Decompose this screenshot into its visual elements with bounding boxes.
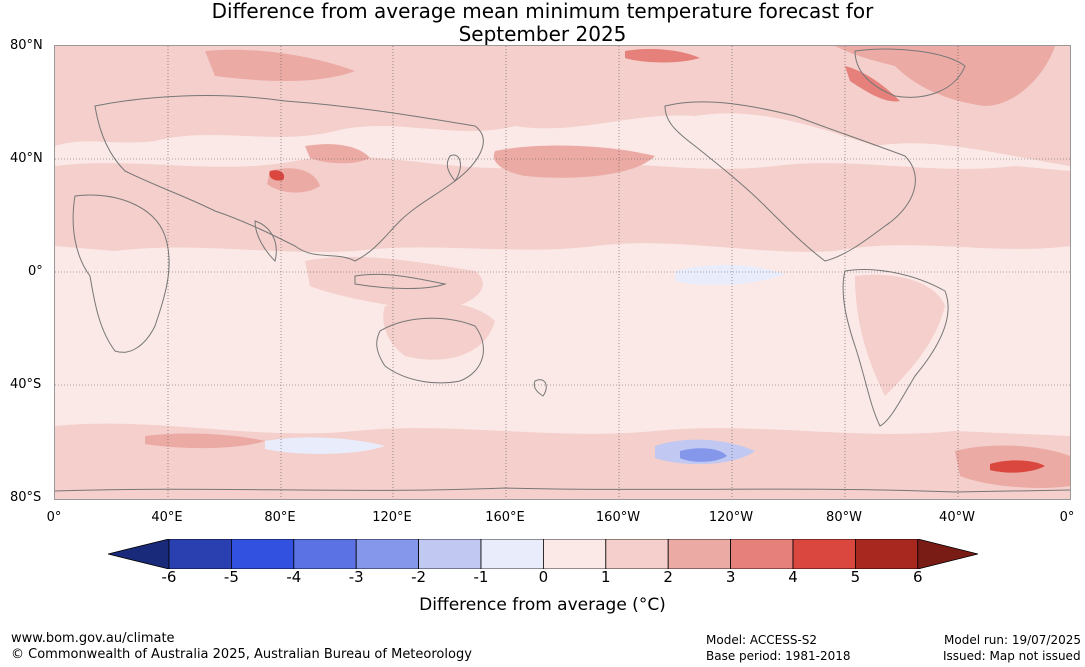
legend-title: Difference from average (°C): [0, 595, 1085, 615]
lon-label-80e: 80°E: [264, 510, 296, 525]
lat-label-0: 0°: [28, 264, 43, 279]
colour-bar-cell: [355, 539, 419, 569]
colour-bar-tick-label: 2: [663, 568, 673, 586]
colour-bar-tick-label: -5: [223, 568, 239, 586]
anomaly-region-s-atlantic-hot: [990, 460, 1045, 473]
colour-bar-cell: [418, 539, 482, 569]
colour-bar-cell: [855, 539, 919, 569]
coastline-greenland: [854, 48, 966, 98]
colour-bar-cell: [542, 539, 607, 569]
colour-bar-tick-label: 6: [913, 568, 923, 586]
colour-bar-cell: [730, 539, 794, 569]
anomaly-region-south-america: [855, 274, 945, 396]
colour-bar-cell: [168, 539, 232, 569]
colour-bar-tick-label: 1: [601, 568, 611, 586]
coastline-antarctica: [55, 487, 1070, 493]
lon-label-40w: 40°W: [939, 510, 975, 525]
lon-label-0-right: 0°: [1059, 510, 1075, 525]
colour-bar-tick-label: 4: [788, 568, 798, 586]
footer-website[interactable]: www.bom.gov.au/climate: [11, 631, 175, 646]
colour-bar: [108, 539, 978, 569]
title-line-1: Difference from average mean minimum tem…: [211, 0, 874, 23]
colour-bar-cell: [480, 539, 544, 569]
footer-copyright: © Commonwealth of Australia 2025, Austra…: [11, 647, 472, 662]
lon-label-160w: 160°W: [595, 510, 641, 525]
colour-bar-cell: [605, 539, 669, 569]
coastline-india: [254, 220, 277, 262]
colour-bar-tick-label: -3: [348, 568, 364, 586]
legend-title-text: Difference from average (: [419, 595, 639, 615]
title-line-2: September 2025: [458, 22, 627, 46]
lon-label-40e: 40°E: [151, 510, 183, 525]
anomaly-region-central-asia-hot: [269, 170, 285, 181]
lon-label-120w: 120°W: [708, 510, 754, 525]
colour-bar-cell: [792, 539, 856, 569]
anomaly-region-china: [305, 144, 370, 164]
lon-label-80w: 80°W: [826, 510, 862, 525]
anomaly-region-cool-east-pacific: [675, 264, 785, 286]
colour-bar-tick-label: -6: [161, 568, 177, 586]
footer-issued: Issued: Map not issued: [943, 649, 1081, 663]
lon-label-160e: 160°E: [485, 510, 525, 525]
gridlines: [55, 46, 1070, 499]
anomaly-region-greenland: [835, 46, 1055, 106]
lat-label-40s: 40°S: [10, 377, 42, 392]
colour-bar-tick-label: 0: [538, 568, 549, 586]
colour-bar-cell: [667, 539, 732, 569]
coastline-africa: [72, 194, 170, 353]
lon-label-0-left: 0°: [46, 510, 62, 525]
coastline-eurasia: [94, 95, 484, 262]
colour-bar-tick-label: -4: [286, 568, 302, 586]
legend-title-unit: °C): [638, 595, 666, 615]
lat-label-80s: 80°S: [10, 490, 42, 505]
coastline-japan: [446, 154, 461, 182]
anomaly-map-svg: [55, 46, 1070, 499]
colour-bar-tick-label: 3: [725, 568, 736, 586]
colour-bar-tick-label: 5: [850, 568, 861, 586]
lat-label-40n: 40°N: [10, 151, 43, 166]
coastline-north-america: [664, 101, 916, 262]
anomaly-region-tropics: [305, 256, 483, 311]
colour-bar-cell: [231, 539, 295, 569]
colour-bar-tick-label: -1: [473, 568, 489, 586]
lon-label-120e: 120°E: [372, 510, 412, 525]
anomaly-region-australia: [383, 301, 495, 360]
footer-model: Model: ACCESS-S2: [706, 633, 818, 647]
colour-bar-tick-label: -2: [411, 568, 427, 586]
lat-label-80n: 80°N: [10, 38, 43, 53]
coastline-australia: [376, 317, 484, 384]
anomaly-region-s-indian-cool: [265, 437, 385, 454]
anomaly-region-n-pacific: [493, 145, 655, 178]
forecast-map[interactable]: [54, 45, 1071, 500]
coastline-indonesia: [354, 273, 447, 289]
anomaly-region-s-indian-warm: [145, 433, 265, 449]
colour-bar-extend-low: [108, 539, 170, 569]
map-title: Difference from average mean minimum tem…: [0, 0, 1085, 46]
colour-bar-cell: [293, 539, 357, 569]
coastlines: [55, 48, 1070, 493]
anomaly-region-siberia-strong: [625, 48, 700, 63]
coastline-south-america: [842, 269, 949, 427]
anomaly-region-s-pacific-cold: [680, 448, 727, 462]
anomaly-region-arctic-strong: [205, 49, 355, 81]
colour-bar-extend-high: [917, 539, 978, 569]
footer-base-period: Base period: 1981-2018: [706, 649, 851, 663]
coastline-new-zealand: [533, 379, 547, 397]
footer-model-run: Model run: 19/07/2025: [944, 633, 1082, 647]
